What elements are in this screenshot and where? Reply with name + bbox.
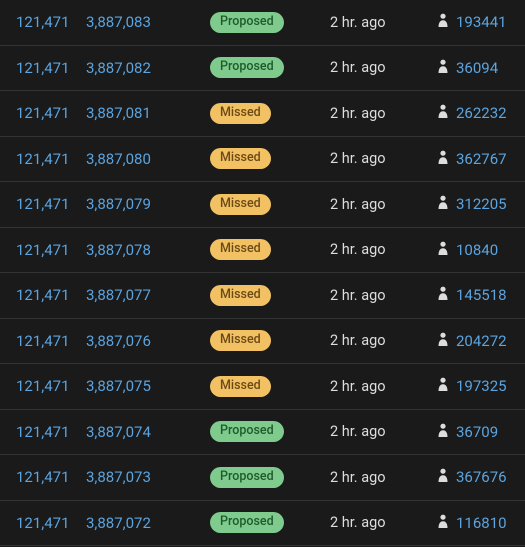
slot-link[interactable]: 3,887,077 <box>86 286 151 304</box>
person-icon <box>438 13 448 31</box>
table-row: 121,471 3,887,079 Missed 2 hr. ago 312205 <box>0 182 525 228</box>
table-row: 121,471 3,887,075 Missed 2 hr. ago 197325 <box>0 364 525 410</box>
status-badge: Missed <box>210 194 271 215</box>
time-label: 2 hr. ago <box>330 150 438 167</box>
time-label: 2 hr. ago <box>330 196 438 213</box>
proposer-link[interactable]: 262232 <box>456 104 507 122</box>
slot-link[interactable]: 3,887,076 <box>86 332 151 350</box>
table-row: 121,471 3,887,082 Proposed 2 hr. ago 36094 <box>0 46 525 92</box>
time-label: 2 hr. ago <box>330 469 438 486</box>
time-label: 2 hr. ago <box>330 378 438 395</box>
person-icon <box>438 332 448 350</box>
proposer-link[interactable]: 36094 <box>456 59 498 77</box>
status-badge: Proposed <box>210 57 284 78</box>
status-badge: Missed <box>210 376 271 397</box>
proposer-link[interactable]: 193441 <box>456 13 507 31</box>
slot-link[interactable]: 3,887,075 <box>86 377 151 395</box>
time-label: 2 hr. ago <box>330 105 438 122</box>
status-badge: Missed <box>210 103 271 124</box>
time-label: 2 hr. ago <box>330 287 438 304</box>
person-icon <box>438 241 448 259</box>
epoch-link[interactable]: 121,471 <box>16 423 70 441</box>
person-icon <box>438 468 448 486</box>
epoch-link[interactable]: 121,471 <box>16 195 70 213</box>
person-icon <box>438 514 448 532</box>
epoch-link[interactable]: 121,471 <box>16 514 70 532</box>
table-row: 121,471 3,887,074 Proposed 2 hr. ago 36709 <box>0 410 525 456</box>
slot-link[interactable]: 3,887,078 <box>86 241 151 259</box>
epoch-link[interactable]: 121,471 <box>16 150 70 168</box>
status-badge: Missed <box>210 148 271 169</box>
slot-link[interactable]: 3,887,073 <box>86 468 151 486</box>
person-icon <box>438 423 448 441</box>
slot-link[interactable]: 3,887,072 <box>86 514 151 532</box>
proposer-link[interactable]: 362767 <box>456 150 507 168</box>
table-row: 121,471 3,887,077 Missed 2 hr. ago 145518 <box>0 273 525 319</box>
table-row: 121,471 3,887,078 Missed 2 hr. ago 10840 <box>0 228 525 274</box>
person-icon <box>438 377 448 395</box>
epoch-link[interactable]: 121,471 <box>16 332 70 350</box>
table-row: 121,471 3,887,072 Proposed 2 hr. ago 116810 <box>0 501 525 547</box>
table-row: 121,471 3,887,080 Missed 2 hr. ago 362767 <box>0 137 525 183</box>
slot-link[interactable]: 3,887,083 <box>86 13 151 31</box>
person-icon <box>438 150 448 168</box>
slot-link[interactable]: 3,887,082 <box>86 59 151 77</box>
proposer-link[interactable]: 116810 <box>456 514 507 532</box>
table-row: 121,471 3,887,081 Missed 2 hr. ago 262232 <box>0 91 525 137</box>
epoch-link[interactable]: 121,471 <box>16 13 70 31</box>
status-badge: Missed <box>210 239 271 260</box>
epoch-link[interactable]: 121,471 <box>16 377 70 395</box>
proposer-link[interactable]: 312205 <box>456 195 507 213</box>
status-badge: Proposed <box>210 512 284 533</box>
time-label: 2 hr. ago <box>330 14 438 31</box>
status-badge: Proposed <box>210 467 284 488</box>
epoch-link[interactable]: 121,471 <box>16 241 70 259</box>
proposer-link[interactable]: 367676 <box>456 468 507 486</box>
epoch-link[interactable]: 121,471 <box>16 286 70 304</box>
time-label: 2 hr. ago <box>330 423 438 440</box>
slot-link[interactable]: 3,887,081 <box>86 104 151 122</box>
proposer-link[interactable]: 204272 <box>456 332 507 350</box>
person-icon <box>438 286 448 304</box>
proposer-link[interactable]: 197325 <box>456 377 507 395</box>
proposer-link[interactable]: 10840 <box>456 241 498 259</box>
epoch-link[interactable]: 121,471 <box>16 468 70 486</box>
status-badge: Missed <box>210 330 271 351</box>
person-icon <box>438 59 448 77</box>
table-row: 121,471 3,887,073 Proposed 2 hr. ago 367676 <box>0 455 525 501</box>
status-badge: Proposed <box>210 421 284 442</box>
status-badge: Proposed <box>210 12 284 33</box>
epoch-link[interactable]: 121,471 <box>16 104 70 122</box>
time-label: 2 hr. ago <box>330 514 438 531</box>
table-row: 121,471 3,887,076 Missed 2 hr. ago 204272 <box>0 319 525 365</box>
time-label: 2 hr. ago <box>330 332 438 349</box>
slot-link[interactable]: 3,887,079 <box>86 195 151 213</box>
time-label: 2 hr. ago <box>330 59 438 76</box>
proposer-link[interactable]: 36709 <box>456 423 498 441</box>
time-label: 2 hr. ago <box>330 241 438 258</box>
person-icon <box>438 104 448 122</box>
epoch-link[interactable]: 121,471 <box>16 59 70 77</box>
slot-link[interactable]: 3,887,080 <box>86 150 151 168</box>
slot-link[interactable]: 3,887,074 <box>86 423 151 441</box>
table-row: 121,471 3,887,083 Proposed 2 hr. ago 193441 <box>0 0 525 46</box>
status-badge: Missed <box>210 285 271 306</box>
slots-table: 121,471 3,887,083 Proposed 2 hr. ago 193441… <box>0 0 525 546</box>
person-icon <box>438 195 448 213</box>
proposer-link[interactable]: 145518 <box>456 286 507 304</box>
